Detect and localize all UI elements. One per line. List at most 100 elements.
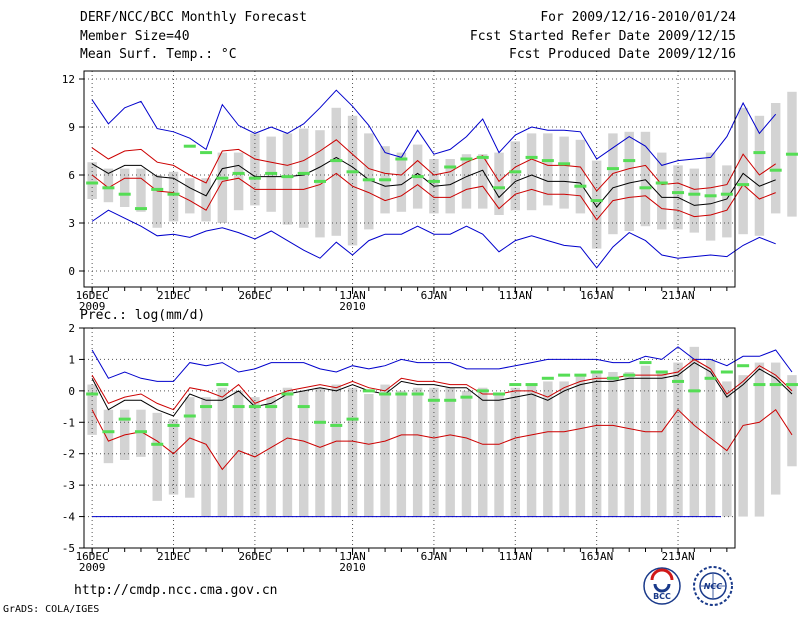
spread-box bbox=[689, 346, 700, 517]
series-line-max bbox=[91, 346, 793, 382]
ensemble-marker bbox=[688, 389, 701, 393]
ensemble-marker bbox=[134, 430, 147, 434]
ensemble-marker bbox=[476, 155, 489, 159]
ensemble-marker bbox=[541, 376, 554, 380]
spread-box bbox=[217, 152, 228, 223]
ensemble-marker bbox=[346, 417, 359, 421]
member-size: Member Size=40 bbox=[80, 29, 190, 44]
spread-box bbox=[103, 409, 114, 464]
ensemble-marker bbox=[525, 383, 538, 387]
ensemble-marker bbox=[427, 179, 440, 183]
spread-box bbox=[364, 394, 374, 517]
ensemble-marker bbox=[427, 398, 440, 402]
ensemble-marker bbox=[281, 175, 294, 179]
ensemble-marker bbox=[785, 383, 798, 387]
spread-box bbox=[396, 390, 407, 517]
spread-box bbox=[543, 133, 553, 206]
ensemble-marker bbox=[737, 364, 750, 368]
spread-box bbox=[364, 133, 374, 230]
spread-box bbox=[478, 387, 488, 517]
ensemble-marker bbox=[769, 383, 782, 387]
ensemble-marker bbox=[574, 184, 587, 188]
ensemble-marker bbox=[493, 186, 506, 190]
x-tick-label: 11JAN bbox=[499, 289, 532, 302]
ensemble-marker bbox=[118, 417, 131, 421]
x-tick-label: 26DEC bbox=[238, 550, 271, 563]
ensemble-marker bbox=[753, 383, 766, 387]
fcst-started-date: Fcst Started Refer Date 2009/12/15 bbox=[469, 29, 736, 44]
ensemble-marker bbox=[590, 370, 603, 374]
spread-box bbox=[575, 139, 586, 214]
ensemble-marker bbox=[672, 379, 685, 383]
ensemble-marker bbox=[639, 186, 652, 190]
spread-box bbox=[152, 175, 162, 228]
spread-box bbox=[673, 362, 683, 517]
y-tick-label: 9 bbox=[68, 121, 75, 134]
spread-box bbox=[217, 387, 228, 517]
spread-box bbox=[640, 365, 651, 517]
spread-box bbox=[396, 152, 407, 212]
x-tick-label: 26DEC bbox=[238, 289, 271, 302]
spread-box bbox=[575, 375, 586, 517]
spread-box bbox=[298, 128, 309, 228]
ensemble-marker bbox=[216, 383, 229, 387]
spread-box bbox=[315, 130, 325, 238]
spread-box bbox=[445, 387, 455, 517]
ensemble-marker bbox=[362, 389, 375, 393]
x-tick-year: 2009 bbox=[79, 300, 106, 313]
x-tick-label: 16DEC bbox=[76, 550, 109, 563]
spread-box bbox=[722, 165, 732, 238]
ensemble-marker bbox=[688, 192, 701, 196]
ensemble-marker bbox=[395, 157, 408, 161]
spread-box bbox=[608, 133, 618, 235]
spread-box bbox=[754, 362, 765, 517]
ensemble-marker bbox=[655, 370, 668, 374]
ensemble-marker bbox=[86, 392, 99, 396]
spread-box bbox=[233, 390, 244, 517]
ensemble-marker bbox=[232, 405, 245, 409]
y-tick-label: 6 bbox=[68, 169, 75, 182]
spread-box bbox=[119, 168, 130, 207]
ensemble-marker bbox=[297, 405, 310, 409]
ensemble-marker bbox=[460, 395, 473, 399]
x-tick-year: 2010 bbox=[339, 300, 366, 313]
spread-box bbox=[201, 397, 211, 517]
x-tick-year: 2010 bbox=[339, 561, 366, 574]
y-tick-label: 12 bbox=[62, 73, 75, 86]
ensemble-marker bbox=[379, 392, 392, 396]
spread-box bbox=[152, 412, 162, 501]
y-tick-label: 0 bbox=[68, 385, 75, 398]
ensemble-marker bbox=[558, 162, 571, 166]
spread-box bbox=[168, 171, 179, 222]
spread-box bbox=[640, 131, 651, 227]
ensemble-marker bbox=[313, 420, 326, 424]
ensemble-marker bbox=[476, 389, 489, 393]
ensemble-marker bbox=[151, 442, 164, 446]
series-line-lower bbox=[91, 408, 793, 471]
ensemble-marker bbox=[590, 199, 603, 203]
ensemble-marker bbox=[753, 151, 766, 155]
spread-box bbox=[738, 375, 748, 517]
source-url[interactable]: http://cmdp.ncc.cma.gov.cn bbox=[74, 583, 278, 598]
spread-box bbox=[282, 387, 293, 517]
spread-box bbox=[689, 168, 700, 233]
ensemble-marker bbox=[606, 167, 619, 171]
x-tick-label: 6JAN bbox=[421, 550, 448, 563]
series-line-min bbox=[91, 209, 776, 269]
spread-box bbox=[87, 162, 97, 199]
spread-box bbox=[526, 133, 537, 211]
ensemble-marker bbox=[265, 171, 278, 175]
ensemble-marker bbox=[118, 192, 131, 196]
ensemble-marker bbox=[102, 186, 115, 190]
ensemble-marker bbox=[541, 159, 554, 163]
spread-box bbox=[233, 152, 244, 211]
ensemble-marker bbox=[216, 176, 229, 180]
series-line-max bbox=[91, 89, 777, 166]
ensemble-marker bbox=[167, 192, 180, 196]
ensemble-marker bbox=[704, 194, 717, 198]
spread-box bbox=[266, 397, 276, 517]
spread-box bbox=[347, 115, 358, 246]
spread-box bbox=[624, 131, 634, 231]
